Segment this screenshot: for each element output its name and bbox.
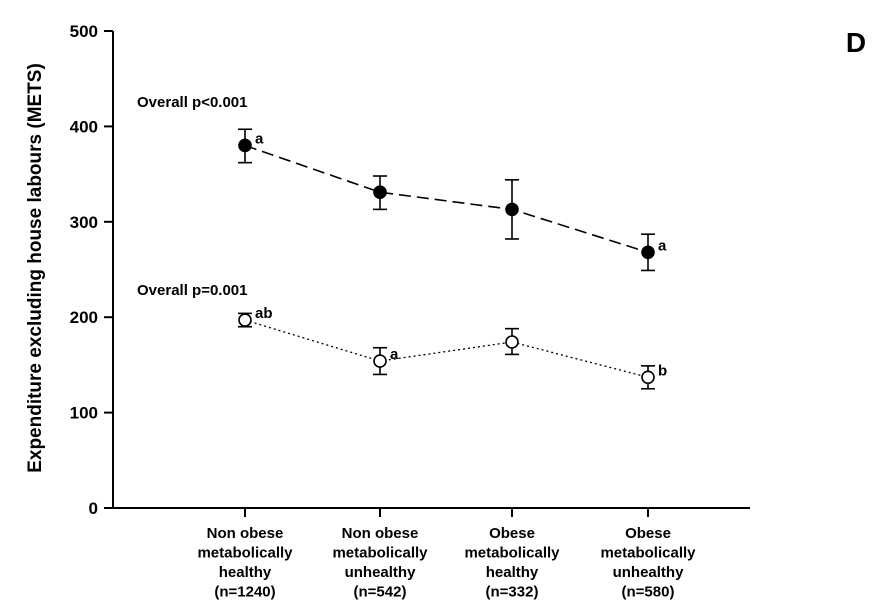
point-label: b <box>658 362 667 379</box>
x-tick-label-line: (n=580) <box>622 584 675 601</box>
x-tick-label-line: Non obese <box>207 525 284 542</box>
x-tick-label-line: metabolically <box>332 545 428 562</box>
data-point <box>238 313 252 327</box>
x-tick-label-line: Obese <box>489 525 535 542</box>
x-tick-label-line: healthy <box>219 564 272 581</box>
y-tick-label: 300 <box>70 213 98 232</box>
data-point <box>505 335 519 349</box>
series-line <box>244 144 649 254</box>
point-label: a <box>658 237 667 254</box>
data-point <box>238 138 252 153</box>
y-tick-label: 200 <box>70 308 98 327</box>
x-tick-label: Obese metabolically healthy (n=332) <box>464 525 560 601</box>
x-tick-label-line: metabolically <box>464 545 560 562</box>
x-tick-label-line: metabolically <box>600 545 696 562</box>
x-tick-label: Obese metabolically unhealthy (n=580) <box>600 525 696 601</box>
x-tick-label-line: Obese <box>625 525 671 542</box>
data-point <box>641 370 655 385</box>
panel-letter: D <box>846 27 866 58</box>
x-tick-label-line: Non obese <box>342 525 419 542</box>
overall-p-label: Overall p=0.001 <box>137 282 248 299</box>
y-tick-label: 400 <box>70 117 98 136</box>
series-line <box>244 319 649 378</box>
y-tick-label: 0 <box>89 499 98 518</box>
x-tick-label: Non obese metabolically unhealthy (n=542) <box>332 525 428 601</box>
y-axis-label: Expenditure excluding house labours (MET… <box>25 63 46 473</box>
point-label: ab <box>255 305 273 322</box>
axes: 0 100 200 300 400 500 Non obese metabolically he… <box>70 22 750 601</box>
y-tick-label: 500 <box>70 22 98 41</box>
labels-layer: Expenditure excluding house labours (MET… <box>25 27 866 473</box>
overall-p-label: Overall p<0.001 <box>137 94 248 111</box>
point-label: a <box>390 346 399 363</box>
data-point <box>373 354 387 368</box>
y-tick-label: 100 <box>70 404 98 423</box>
x-tick-label-line: healthy <box>486 564 539 581</box>
x-tick-label-line: (n=332) <box>486 584 539 601</box>
x-tick-label-line: unhealthy <box>345 564 416 581</box>
x-tick-label-line: (n=1240) <box>214 584 275 601</box>
data-point <box>373 185 387 200</box>
x-tick-label-line: (n=542) <box>354 584 407 601</box>
x-tick-label-line: unhealthy <box>613 564 684 581</box>
x-tick-label: Non obese metabolically healthy (n=1240) <box>197 525 293 601</box>
point-label: a <box>255 130 264 147</box>
data-point <box>641 245 655 260</box>
x-tick-label-line: metabolically <box>197 545 293 562</box>
data-point <box>505 202 519 217</box>
